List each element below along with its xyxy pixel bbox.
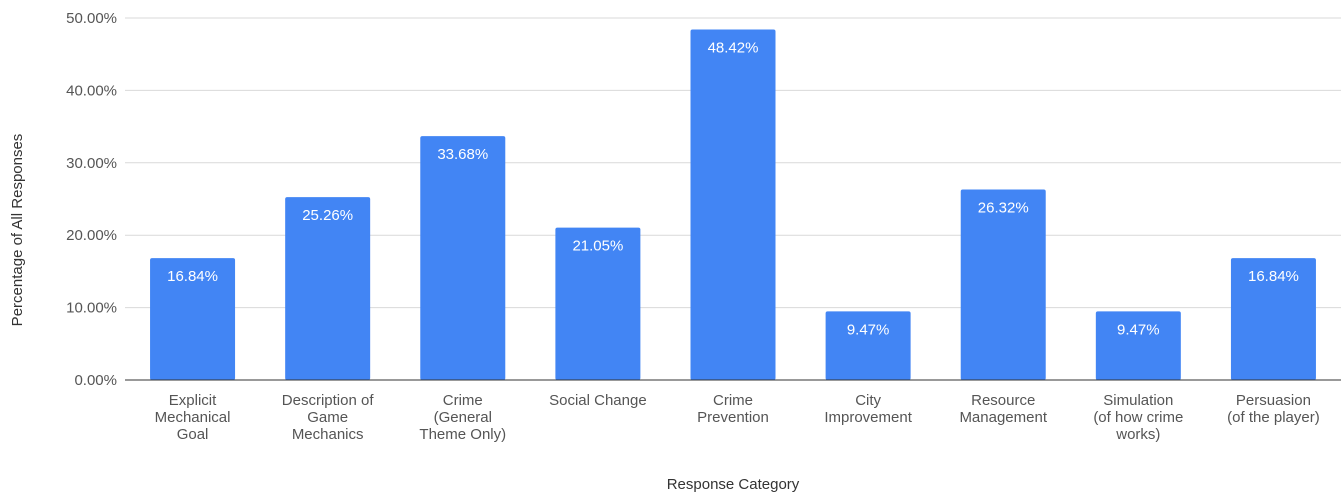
x-category-label: Explicit Mechanical Goal — [155, 392, 231, 443]
x-category-label: City Improvement — [824, 392, 912, 426]
x-category-label-line: works) — [1115, 426, 1160, 443]
data-label: 25.26% — [302, 207, 353, 224]
bar — [150, 258, 236, 380]
y-axis-ticks: 0.00% 10.00% 20.00% 30.00% 40.00% 50.00% — [66, 10, 117, 389]
data-label: 33.68% — [437, 146, 488, 163]
data-labels: 16.84% 25.26% 33.68% 21.05% 48.42% 9.47% 26.32… — [167, 39, 1299, 338]
data-label: 9.47% — [847, 321, 890, 338]
bar — [825, 311, 911, 380]
data-label: 16.84% — [1248, 268, 1299, 285]
y-tick-label: 40.00% — [66, 82, 117, 99]
x-category-label-line: Persuasion — [1236, 392, 1311, 409]
data-label: 21.05% — [572, 238, 623, 255]
y-axis-title: Percentage of All Responses — [9, 134, 26, 327]
x-category-label-line: Simulation — [1103, 392, 1173, 409]
x-axis-categories: Explicit Mechanical Goal Description of Game… — [155, 392, 1320, 443]
bar — [960, 189, 1046, 380]
y-tick-label: 10.00% — [66, 300, 117, 317]
bar — [420, 136, 506, 380]
x-category-label: Social Change — [549, 392, 647, 409]
x-category-label-line: Theme Only) — [419, 426, 506, 443]
x-category-label-line: Description of — [282, 392, 375, 409]
x-category-label: Resource Management — [959, 392, 1047, 426]
data-label: 26.32% — [978, 199, 1029, 216]
data-label: 16.84% — [167, 268, 218, 285]
x-category-label-line: Crime — [443, 392, 483, 409]
x-category-label: Persuasion (of the player) — [1227, 392, 1320, 426]
x-category-label-line: Mechanical — [155, 409, 231, 426]
y-tick-label: 20.00% — [66, 227, 117, 244]
x-category-label-line: Improvement — [824, 409, 912, 426]
x-category-label-line: Prevention — [697, 409, 769, 426]
x-category-label: Description of Game Mechanics — [282, 392, 375, 443]
x-category-label-line: Social Change — [549, 392, 647, 409]
x-axis-title: Response Category — [667, 476, 800, 493]
bar — [555, 227, 641, 380]
x-category-label: Simulation (of how crime works) — [1093, 392, 1183, 443]
x-category-label-line: Resource — [971, 392, 1035, 409]
x-category-label-line: (General — [434, 409, 492, 426]
y-tick-label: 0.00% — [74, 372, 117, 389]
x-category-label-line: Crime — [713, 392, 753, 409]
x-category-label-line: Goal — [177, 426, 209, 443]
y-tick-label: 50.00% — [66, 10, 117, 27]
x-category-label-line: Mechanics — [292, 426, 364, 443]
x-category-label-line: Explicit — [169, 392, 217, 409]
bar — [1230, 258, 1316, 380]
bars — [150, 29, 1316, 380]
bar — [285, 197, 371, 380]
data-label: 9.47% — [1117, 321, 1160, 338]
x-category-label-line: Game — [307, 409, 348, 426]
x-category-label-line: (of how crime — [1093, 409, 1183, 426]
x-category-label: Crime Prevention — [697, 392, 769, 426]
x-category-label: Crime (General Theme Only) — [419, 392, 506, 443]
x-category-label-line: City — [855, 392, 881, 409]
y-tick-label: 30.00% — [66, 155, 117, 172]
bar — [1095, 311, 1181, 380]
bar — [690, 29, 776, 380]
data-label: 48.42% — [708, 39, 759, 56]
x-category-label-line: (of the player) — [1227, 409, 1320, 426]
x-category-label-line: Management — [959, 409, 1047, 426]
